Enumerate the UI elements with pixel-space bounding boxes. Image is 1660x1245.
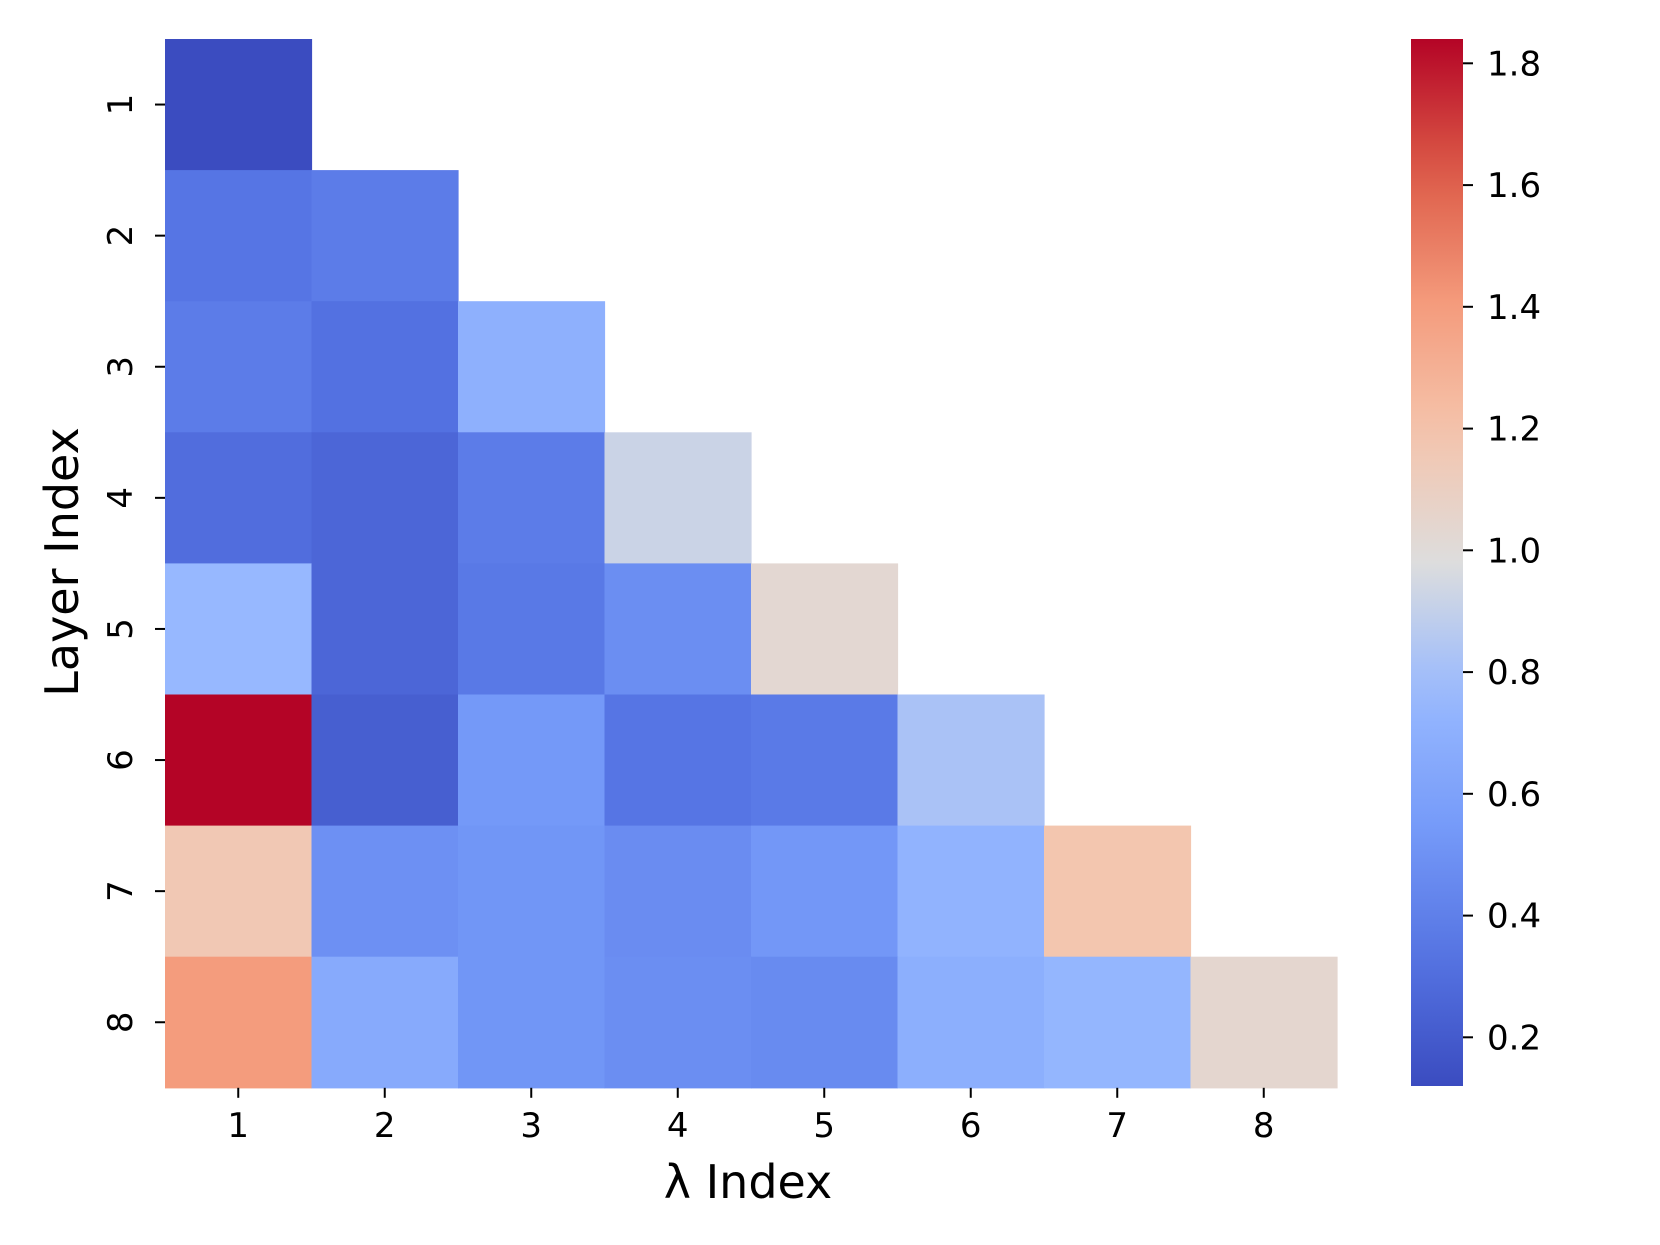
colorbar-tick-label: 1.0 (1487, 531, 1541, 571)
heatmap-cell-r2-c1 (165, 170, 313, 302)
heatmap-cell-r6-c5 (751, 694, 899, 827)
heatmap-cell-r3-c1 (165, 301, 313, 433)
heatmap-cell-r7-c4 (604, 825, 752, 958)
heatmap-cell-r7-c1 (165, 825, 313, 958)
y-tick-label: 2 (101, 225, 141, 247)
x-tick-label: 3 (520, 1106, 542, 1146)
heatmap-cell-r8-c8 (1190, 956, 1338, 1089)
y-tick-label: 5 (101, 618, 141, 640)
y-tick-label: 1 (101, 94, 141, 116)
x-tick-label: 2 (374, 1106, 396, 1146)
y-tick-label: 8 (101, 1011, 141, 1033)
heatmap-cell-r6-c6 (897, 694, 1045, 827)
heatmap-cell-r8-c3 (458, 956, 606, 1089)
heatmap-cell-r6-c1 (165, 694, 313, 827)
heatmap-cell-r1-c1 (165, 39, 313, 171)
heatmap-cell-r6-c4 (604, 694, 752, 827)
heatmap-cell-r6-c3 (458, 694, 606, 827)
x-axis-label: λ Index (664, 1155, 832, 1209)
heatmap-cell-r7-c6 (897, 825, 1045, 958)
heatmap-cell-r8-c7 (1044, 956, 1192, 1089)
heatmap-cells (165, 39, 1338, 1089)
x-tick-label: 6 (960, 1106, 982, 1146)
colorbar-tick-label: 0.6 (1487, 775, 1541, 815)
colorbar-tick-label: 1.4 (1487, 288, 1541, 328)
heatmap-cell-r8-c1 (165, 956, 313, 1089)
heatmap-cell-r7-c3 (458, 825, 606, 958)
x-tick-label: 1 (227, 1106, 249, 1146)
heatmap-cell-r8-c4 (604, 956, 752, 1089)
colorbar-tick-label: 1.8 (1487, 44, 1541, 84)
colorbar-tick-label: 0.4 (1487, 897, 1541, 937)
colorbar-ticks: 0.2 0.4 0.6 0.8 1.0 1.2 1.4 1.6 1.8 (1463, 44, 1541, 1058)
x-tick-label: 7 (1106, 1106, 1128, 1146)
heatmap-cell-r8-c5 (751, 956, 899, 1089)
colorbar-tick-label: 0.2 (1487, 1018, 1541, 1058)
heatmap-cell-r7-c7 (1044, 825, 1192, 958)
heatmap-cell-r7-c2 (311, 825, 459, 958)
heatmap-cell-r6-c2 (311, 694, 459, 827)
y-tick-label: 7 (101, 880, 141, 902)
heatmap-cell-r5-c2 (311, 563, 459, 696)
heatmap-cell-r5-c4 (604, 563, 752, 696)
heatmap-cell-r4-c2 (311, 432, 459, 564)
colorbar-tick-label: 1.6 (1487, 166, 1541, 206)
heatmap-cell-r2-c2 (311, 170, 459, 302)
heatmap-cell-r8-c2 (311, 956, 459, 1089)
y-axis: 1 2 3 4 5 6 7 8 (101, 94, 165, 1033)
heatmap-cell-r5-c5 (751, 563, 899, 696)
colorbar-tick-label: 1.2 (1487, 410, 1541, 450)
y-tick-label: 3 (101, 356, 141, 378)
heatmap-cell-r5-c3 (458, 563, 606, 696)
x-tick-label: 5 (813, 1106, 835, 1146)
y-axis-label: Layer Index (35, 427, 89, 697)
heatmap-cell-r3-c2 (311, 301, 459, 433)
heatmap-cell-r4-c1 (165, 432, 313, 564)
y-tick-label: 4 (101, 487, 141, 509)
colorbar-tick-label: 0.8 (1487, 653, 1541, 693)
x-axis: 1 2 3 4 5 6 7 8 (227, 1087, 1275, 1146)
heatmap-cell-r8-c6 (897, 956, 1045, 1089)
heatmap-cell-r4-c3 (458, 432, 606, 564)
heatmap-cell-r3-c3 (458, 301, 606, 433)
x-tick-label: 4 (667, 1106, 689, 1146)
x-tick-label: 8 (1253, 1106, 1275, 1146)
heatmap-cell-r5-c1 (165, 563, 313, 696)
y-tick-label: 6 (101, 749, 141, 771)
heatmap-cell-r7-c5 (751, 825, 899, 958)
colorbar (1411, 39, 1463, 1086)
heatmap-cell-r4-c4 (604, 432, 752, 564)
